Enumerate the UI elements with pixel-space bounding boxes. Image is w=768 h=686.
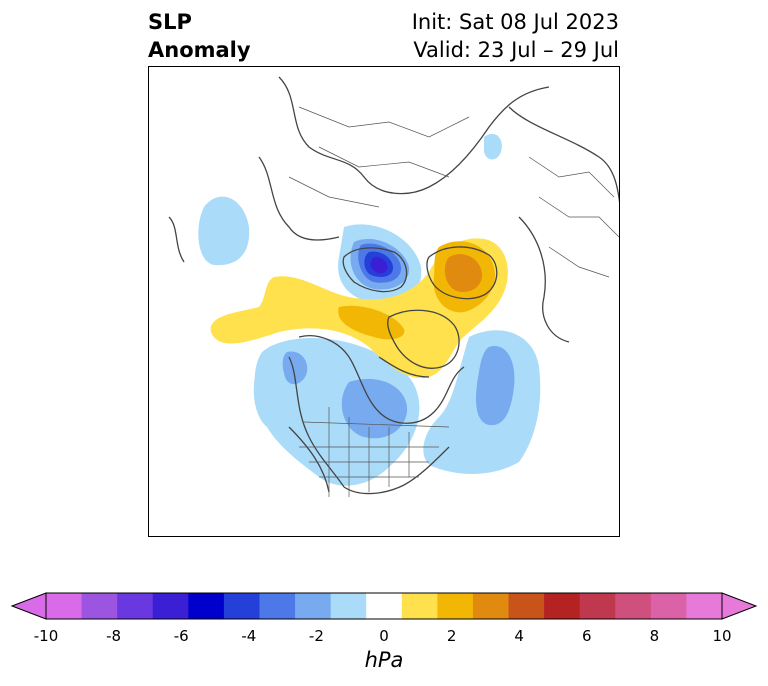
valid-range: Valid: 23 Jul – 29 Jul [413, 38, 619, 62]
colorbar-extend-low [10, 592, 47, 620]
colorbar-segment [152, 593, 189, 619]
anomaly-map [149, 76, 619, 497]
colorbar-extend-high [721, 592, 758, 620]
colorbar-segment [223, 593, 260, 619]
colorbar-segment [472, 593, 510, 619]
colorbar-frame [45, 592, 723, 620]
map-panel [148, 66, 620, 537]
colorbar-tick-label: -8 [106, 627, 122, 645]
colorbar-tick-label: -4 [241, 627, 257, 645]
colorbar-segment [46, 593, 83, 619]
colorbar-segment [117, 593, 154, 619]
colorbar-tick-label: 0 [379, 627, 389, 645]
colorbar-unit-label: hPa [364, 648, 404, 672]
colorbar-segment [544, 593, 581, 619]
colorbar-segment [366, 593, 403, 619]
title-line-1: SLP [148, 10, 192, 34]
colorbar-tick-label: -10 [33, 627, 59, 645]
colorbar-segment [686, 593, 723, 619]
colorbar-tick-label: 2 [446, 627, 457, 645]
colorbar-segment [259, 593, 296, 619]
colorbar-segment [330, 593, 367, 619]
colorbar-segment [295, 593, 332, 619]
borders [288, 106, 619, 497]
anomaly-fill-orange [444, 254, 483, 293]
init-date: Init: Sat 08 Jul 2023 [411, 10, 619, 34]
map-dates: Init: Sat 08 Jul 2023 Valid: 23 Jul – 29… [412, 8, 619, 64]
map-edge-gap [149, 282, 159, 320]
map-title: SLP Anomaly [148, 8, 251, 64]
colorbar-tick-label: 8 [649, 627, 660, 645]
colorbar-segment [188, 593, 225, 619]
anomaly-fill-deep-blue [358, 243, 402, 283]
colorbar-segment [81, 593, 118, 619]
colorbar-segment [615, 593, 652, 619]
colorbar-segment [401, 593, 438, 619]
colorbar-tick-label: -2 [308, 627, 324, 645]
colorbar-segment [579, 593, 616, 619]
colorbar-segment [437, 593, 474, 619]
colorbar-tick-label: 10 [712, 627, 732, 645]
colorbar [10, 592, 758, 620]
coastlines [168, 76, 619, 495]
colorbar-segment [650, 593, 687, 619]
colorbar-tick-label: -6 [173, 627, 189, 645]
colorbar-tick-label: 4 [514, 627, 524, 645]
colorbar-segment [508, 593, 545, 619]
title-line-2: Anomaly [148, 38, 251, 62]
colorbar-tick-label: 6 [582, 627, 592, 645]
